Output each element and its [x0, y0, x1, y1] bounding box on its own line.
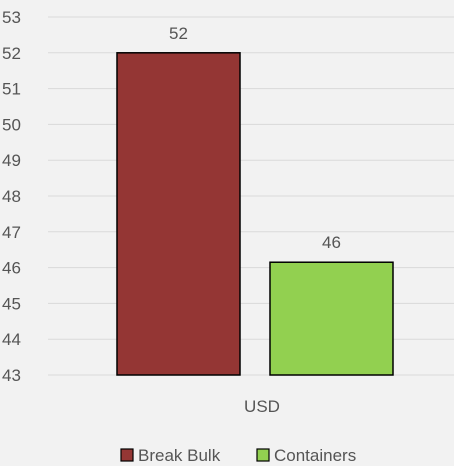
gridlines [48, 16, 454, 376]
bar-containers [269, 261, 394, 376]
y-tick-label: 45 [2, 294, 21, 313]
y-tick-label: 51 [2, 80, 21, 99]
y-tick-label: 47 [2, 223, 21, 242]
data-label-containers: 46 [322, 233, 341, 252]
y-tick-label: 48 [2, 187, 21, 206]
legend-swatch-break-bulk [120, 448, 134, 462]
y-tick-label: 53 [2, 8, 21, 27]
y-tick-label: 50 [2, 115, 21, 134]
data-labels: 52 46 [169, 24, 341, 252]
bars [116, 52, 394, 376]
y-tick-label: 52 [2, 44, 21, 63]
y-tick-label: 46 [2, 259, 21, 278]
x-category-label: USD [244, 397, 280, 416]
y-tick-label: 44 [2, 330, 21, 349]
bar-break-bulk [116, 52, 241, 376]
y-axis-ticks: 43 44 45 46 47 48 49 50 51 52 53 [2, 8, 21, 385]
y-tick-label: 49 [2, 151, 21, 170]
legend-swatch-containers [256, 448, 270, 462]
x-axis-ticks: USD [244, 397, 280, 416]
data-label-break-bulk: 52 [169, 24, 188, 43]
legend-label-break-bulk: Break Bulk [138, 446, 221, 465]
legend-label-containers: Containers [274, 446, 356, 465]
y-tick-label: 43 [2, 366, 21, 385]
legend: Break Bulk Containers [120, 446, 356, 465]
